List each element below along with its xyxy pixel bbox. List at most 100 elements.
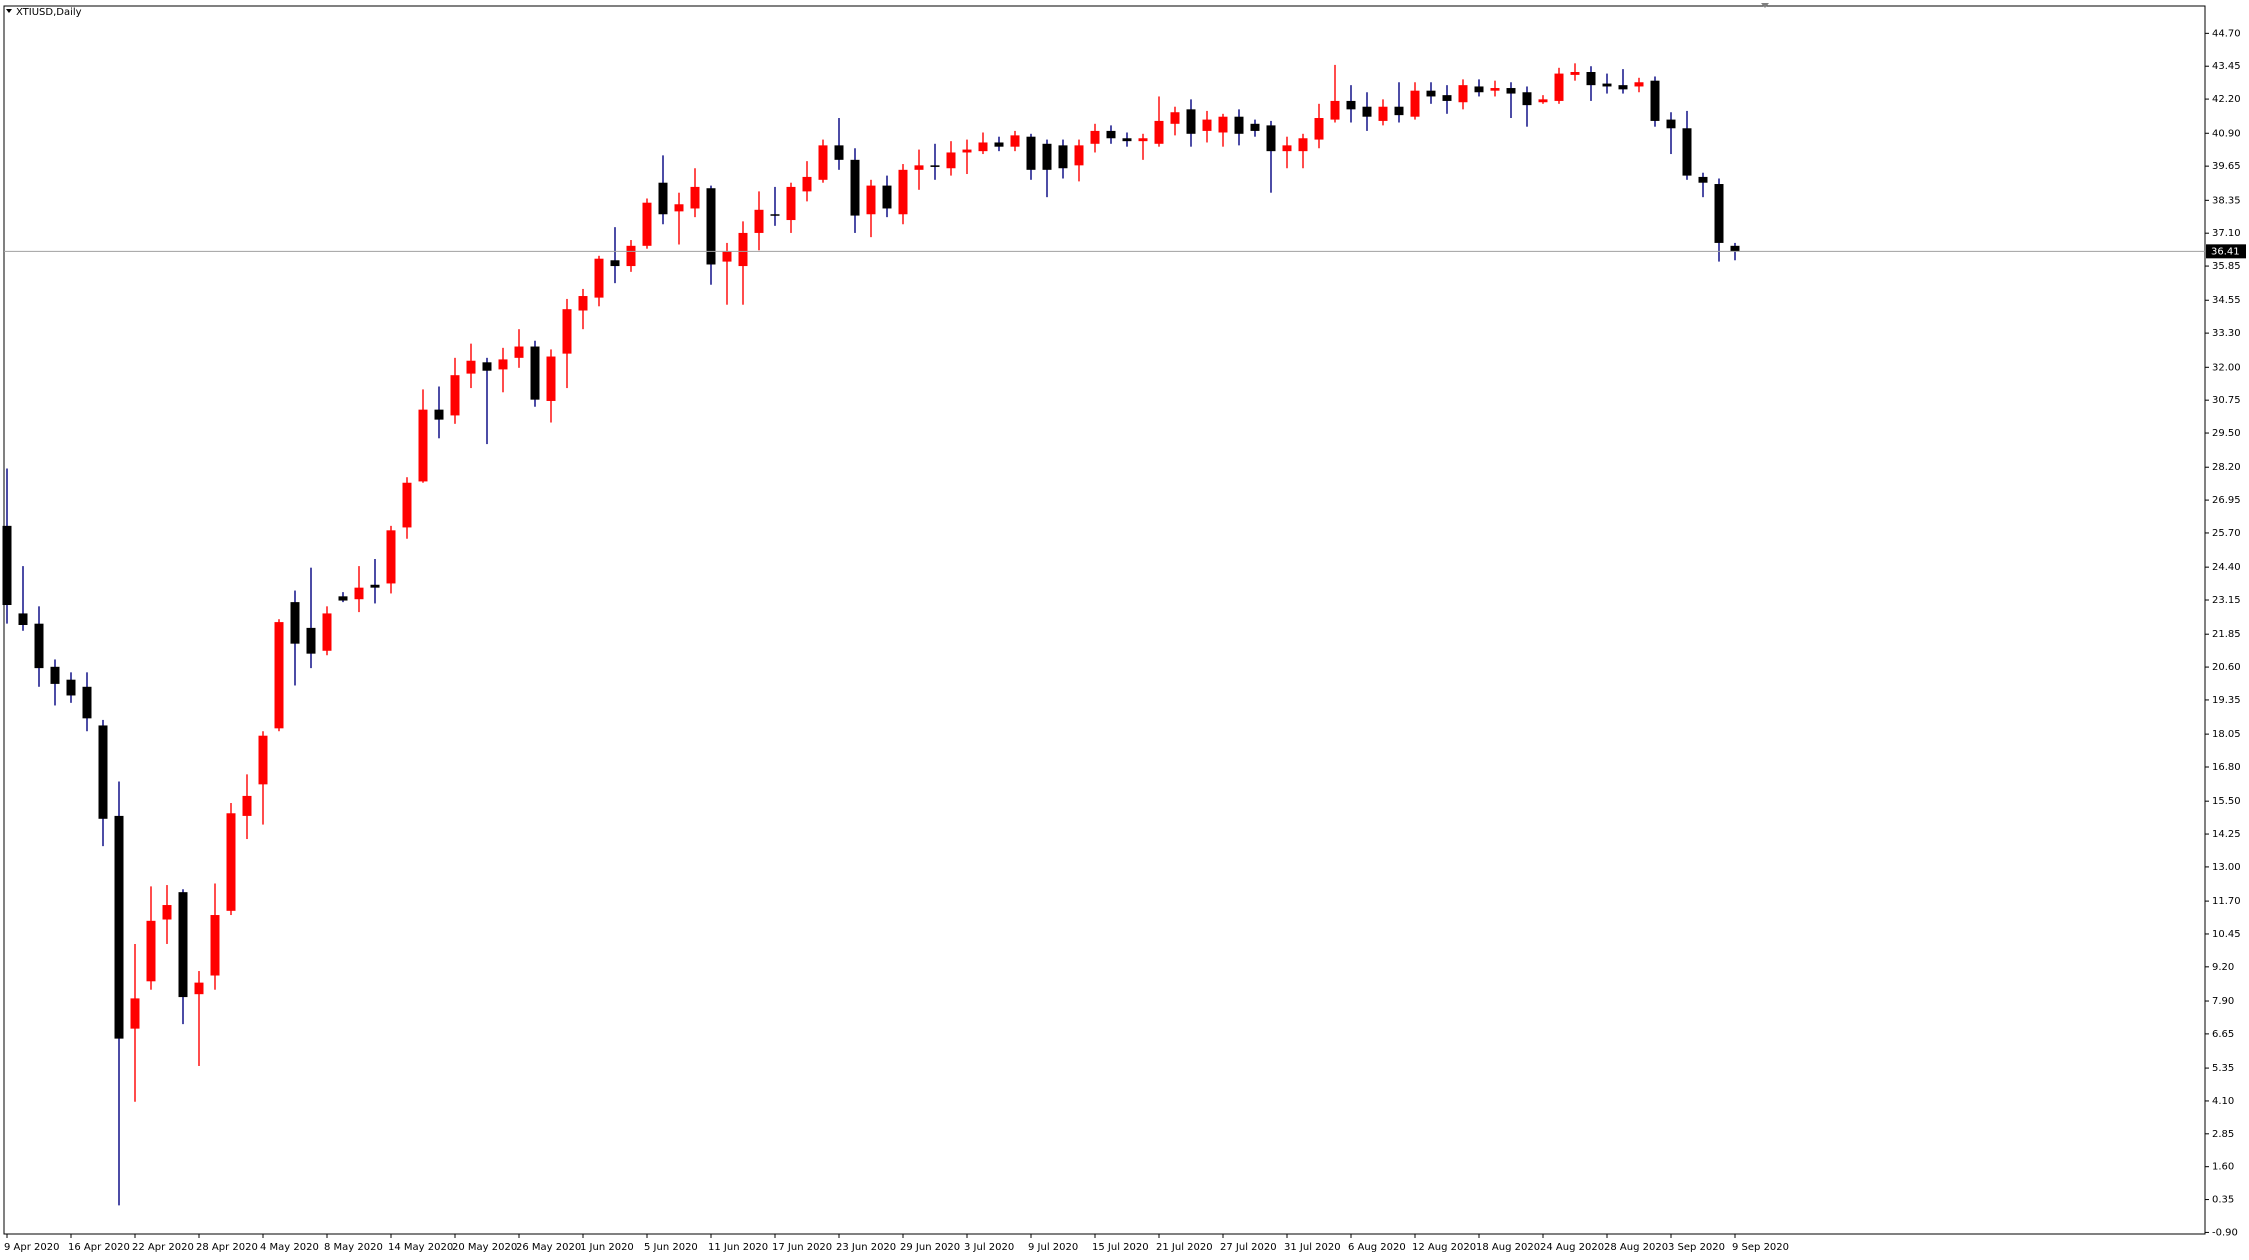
candle-body <box>770 214 780 216</box>
candle-body <box>1058 145 1068 169</box>
candle-body <box>1010 135 1020 147</box>
candle-body <box>178 892 188 998</box>
candle-body <box>306 627 316 654</box>
candle-body <box>1250 123 1260 131</box>
y-tick-label: 14.25 <box>2212 829 2241 840</box>
x-tick-label: 12 Aug 2020 <box>1412 1242 1476 1253</box>
plot-frame <box>3 5 2206 1235</box>
candle-body <box>114 815 124 1039</box>
candle-body <box>1538 99 1548 103</box>
y-tick-label: 33.30 <box>2212 328 2241 339</box>
candle-body <box>1458 85 1468 103</box>
x-tick-label: 5 Jun 2020 <box>644 1242 698 1253</box>
candle-body <box>994 142 1004 147</box>
x-tick-label: 24 Aug 2020 <box>1540 1242 1604 1253</box>
x-tick-label: 3 Sep 2020 <box>1668 1242 1725 1253</box>
candle-body <box>482 362 492 371</box>
candle-body <box>1218 116 1228 133</box>
y-tick-label: 9.20 <box>2212 962 2234 973</box>
candle-body <box>162 905 172 920</box>
title-arrow <box>6 9 12 13</box>
y-tick-label: 1.60 <box>2212 1162 2234 1173</box>
candle-body <box>722 251 732 262</box>
last-price-label: 36.41 <box>2211 246 2240 257</box>
candle-body <box>1586 72 1596 86</box>
y-tick-label: 7.90 <box>2212 996 2234 1007</box>
y-tick-label: 37.10 <box>2212 228 2241 239</box>
x-tick-label: 11 Jun 2020 <box>708 1242 768 1253</box>
candle-body <box>754 209 764 233</box>
y-tick-label: 5.35 <box>2212 1063 2234 1074</box>
x-tick-label: 27 Jul 2020 <box>1220 1242 1277 1253</box>
candle-body <box>610 260 620 267</box>
candle-body <box>898 169 908 215</box>
candle-body <box>1634 82 1644 87</box>
x-tick-label: 16 Apr 2020 <box>68 1242 130 1253</box>
candle-body <box>1234 116 1244 134</box>
candle-body <box>1122 138 1132 142</box>
x-tick-label: 26 May 2020 <box>516 1242 581 1253</box>
shift-marker <box>1761 3 1769 8</box>
y-tick-label: -0.90 <box>2212 1227 2238 1238</box>
candle-body <box>546 356 556 401</box>
candle-body <box>658 182 668 215</box>
candle-body <box>146 920 156 982</box>
candle-body <box>1362 106 1372 117</box>
candle-body <box>706 188 716 265</box>
y-tick-label: 4.10 <box>2212 1096 2234 1107</box>
candle-body <box>690 186 700 209</box>
y-tick-label: 24.40 <box>2212 562 2241 573</box>
candle-body <box>1714 184 1724 243</box>
x-tick-label: 6 Aug 2020 <box>1348 1242 1406 1253</box>
x-tick-label: 1 Jun 2020 <box>580 1242 634 1253</box>
candle-body <box>562 309 572 354</box>
y-tick-label: 10.45 <box>2212 929 2241 940</box>
candle-body <box>34 623 44 669</box>
y-tick-label: 29.50 <box>2212 428 2241 439</box>
candle-body <box>1282 145 1292 152</box>
y-tick-label: 38.35 <box>2212 195 2241 206</box>
candle-body <box>82 686 92 719</box>
candle-body <box>434 409 444 420</box>
candle-body <box>194 982 204 995</box>
y-tick-label: 44.70 <box>2212 28 2241 39</box>
candle-body <box>674 204 684 212</box>
candle-body <box>834 145 844 160</box>
candle-body <box>930 165 940 167</box>
candle-body <box>274 622 284 729</box>
candle-body <box>818 145 828 180</box>
y-tick-label: 19.35 <box>2212 695 2241 706</box>
x-tick-label: 9 Sep 2020 <box>1732 1242 1789 1253</box>
candle-body <box>642 202 652 246</box>
candle-body <box>1346 100 1356 110</box>
y-tick-label: 6.65 <box>2212 1029 2234 1040</box>
candle-body <box>1186 109 1196 134</box>
x-tick-label: 8 May 2020 <box>324 1242 383 1253</box>
x-tick-label: 18 Aug 2020 <box>1476 1242 1540 1253</box>
candle-body <box>850 159 860 216</box>
chart-title: XTIUSD,Daily <box>16 7 82 18</box>
y-tick-label: 25.70 <box>2212 528 2241 539</box>
x-tick-label: 3 Jul 2020 <box>964 1242 1014 1253</box>
candle-body <box>1570 72 1580 75</box>
candle-body <box>1026 136 1036 170</box>
y-tick-label: 34.55 <box>2212 295 2241 306</box>
candle-body <box>1554 73 1564 101</box>
candle-body <box>338 596 348 601</box>
candle-body <box>18 613 28 625</box>
candle-body <box>402 482 412 528</box>
candle-body <box>914 165 924 170</box>
candle-body <box>626 245 636 267</box>
y-tick-label: 43.45 <box>2212 61 2241 72</box>
candle-body <box>1090 130 1100 144</box>
candle-body <box>1138 138 1148 142</box>
x-tick-label: 17 Jun 2020 <box>772 1242 832 1253</box>
y-tick-label: 15.50 <box>2212 796 2241 807</box>
candle-body <box>1394 106 1404 116</box>
candle-body <box>386 530 396 584</box>
candle-body <box>1730 245 1740 252</box>
candle-body <box>418 409 428 482</box>
y-tick-label: 21.85 <box>2212 629 2241 640</box>
